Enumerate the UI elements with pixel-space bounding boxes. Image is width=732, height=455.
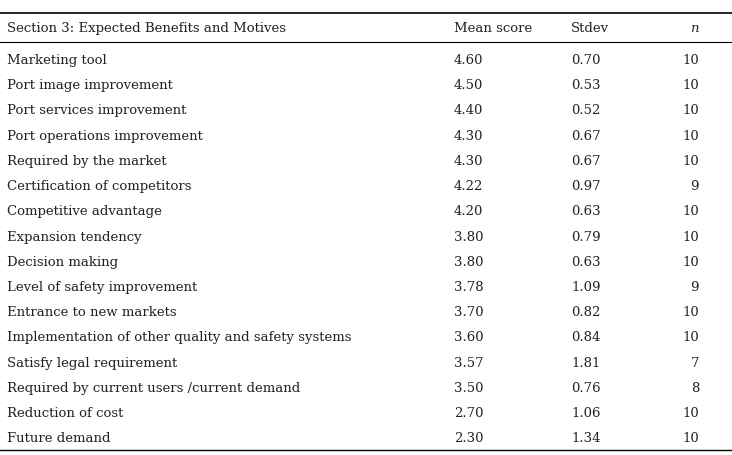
Text: 0.53: 0.53 (571, 79, 600, 92)
Text: 4.22: 4.22 (454, 180, 483, 192)
Text: n: n (690, 22, 699, 35)
Text: Reduction of cost: Reduction of cost (7, 406, 124, 419)
Text: 10: 10 (682, 431, 699, 445)
Text: 3.78: 3.78 (454, 280, 483, 293)
Text: 1.81: 1.81 (571, 356, 600, 369)
Text: 3.80: 3.80 (454, 255, 483, 268)
Text: Implementation of other quality and safety systems: Implementation of other quality and safe… (7, 331, 352, 344)
Text: 3.50: 3.50 (454, 381, 483, 394)
Text: 3.80: 3.80 (454, 230, 483, 243)
Text: 10: 10 (682, 155, 699, 167)
Text: 4.50: 4.50 (454, 79, 483, 92)
Text: 3.60: 3.60 (454, 331, 483, 344)
Text: Stdev: Stdev (571, 22, 609, 35)
Text: Entrance to new markets: Entrance to new markets (7, 306, 177, 318)
Text: 0.67: 0.67 (571, 155, 600, 167)
Text: 0.79: 0.79 (571, 230, 600, 243)
Text: 0.52: 0.52 (571, 104, 600, 117)
Text: Port operations improvement: Port operations improvement (7, 129, 203, 142)
Text: 0.84: 0.84 (571, 331, 600, 344)
Text: 10: 10 (682, 255, 699, 268)
Text: Competitive advantage: Competitive advantage (7, 205, 163, 218)
Text: 0.70: 0.70 (571, 54, 600, 67)
Text: 0.67: 0.67 (571, 129, 600, 142)
Text: 8: 8 (691, 381, 699, 394)
Text: 0.97: 0.97 (571, 180, 600, 192)
Text: Mean score: Mean score (454, 22, 532, 35)
Text: 10: 10 (682, 54, 699, 67)
Text: 1.06: 1.06 (571, 406, 600, 419)
Text: 7: 7 (690, 356, 699, 369)
Text: 0.63: 0.63 (571, 255, 600, 268)
Text: 3.70: 3.70 (454, 306, 483, 318)
Text: 1.09: 1.09 (571, 280, 600, 293)
Text: 10: 10 (682, 104, 699, 117)
Text: 3.57: 3.57 (454, 356, 483, 369)
Text: 4.30: 4.30 (454, 155, 483, 167)
Text: Marketing tool: Marketing tool (7, 54, 107, 67)
Text: 4.60: 4.60 (454, 54, 483, 67)
Text: Section 3: Expected Benefits and Motives: Section 3: Expected Benefits and Motives (7, 22, 286, 35)
Text: Satisfy legal requirement: Satisfy legal requirement (7, 356, 178, 369)
Text: Certification of competitors: Certification of competitors (7, 180, 192, 192)
Text: 10: 10 (682, 306, 699, 318)
Text: 10: 10 (682, 205, 699, 218)
Text: 10: 10 (682, 406, 699, 419)
Text: 0.76: 0.76 (571, 381, 600, 394)
Text: 10: 10 (682, 79, 699, 92)
Text: 4.30: 4.30 (454, 129, 483, 142)
Text: Port services improvement: Port services improvement (7, 104, 187, 117)
Text: 2.70: 2.70 (454, 406, 483, 419)
Text: Expansion tendency: Expansion tendency (7, 230, 142, 243)
Text: 4.40: 4.40 (454, 104, 483, 117)
Text: Level of safety improvement: Level of safety improvement (7, 280, 198, 293)
Text: 0.82: 0.82 (571, 306, 600, 318)
Text: 2.30: 2.30 (454, 431, 483, 445)
Text: 4.20: 4.20 (454, 205, 483, 218)
Text: 1.34: 1.34 (571, 431, 600, 445)
Text: 0.63: 0.63 (571, 205, 600, 218)
Text: Decision making: Decision making (7, 255, 119, 268)
Text: Required by the market: Required by the market (7, 155, 167, 167)
Text: 10: 10 (682, 331, 699, 344)
Text: 9: 9 (690, 180, 699, 192)
Text: 9: 9 (690, 280, 699, 293)
Text: Port image improvement: Port image improvement (7, 79, 173, 92)
Text: 10: 10 (682, 129, 699, 142)
Text: Required by current users /current demand: Required by current users /current deman… (7, 381, 301, 394)
Text: Future demand: Future demand (7, 431, 111, 445)
Text: 10: 10 (682, 230, 699, 243)
